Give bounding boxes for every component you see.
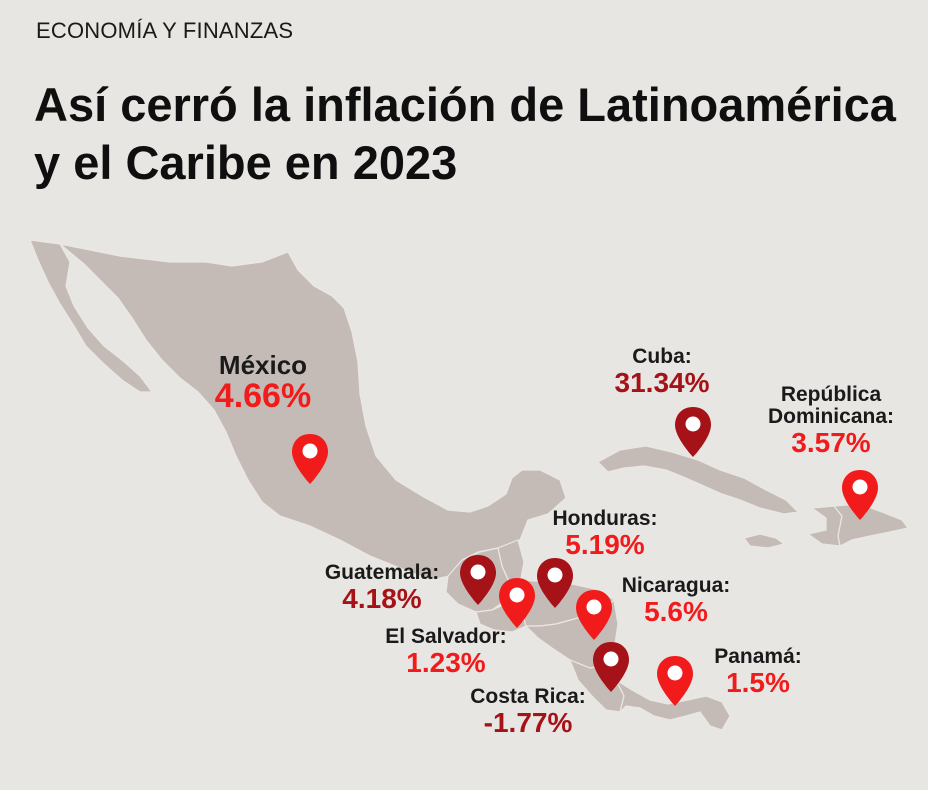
baja-california-shape	[29, 239, 154, 393]
el-salvador-label: El Salvador: 1.23%	[372, 625, 520, 679]
mexico-value: 4.66%	[214, 377, 312, 416]
guatemala-value: 4.18%	[342, 583, 422, 615]
dominicana-label: República Dominicana: 3.57%	[752, 383, 910, 459]
mexico-label: México 4.66%	[192, 350, 334, 416]
nicaragua-name: Nicaragua:	[621, 574, 731, 597]
dominicana-value: 3.57%	[791, 427, 871, 459]
cuba-marker-icon[interactable]	[675, 407, 711, 457]
panama-value: 1.5%	[726, 667, 790, 699]
mexico-shape	[59, 243, 567, 581]
honduras-name: Honduras:	[552, 507, 658, 530]
guatemala-label: Guatemala: 4.18%	[314, 561, 450, 615]
page-title: Así cerró la inflación de Latinoamérica …	[34, 78, 896, 189]
panama-name: Panamá:	[714, 645, 802, 668]
mexico-name: México	[218, 350, 308, 380]
cuba-shape	[597, 445, 800, 515]
honduras-value: 5.19%	[565, 529, 645, 561]
panama-label: Panamá: 1.5%	[696, 645, 820, 699]
costa-rica-name: Costa Rica:	[470, 685, 586, 708]
panama-marker-icon[interactable]	[657, 656, 693, 706]
honduras-label: Honduras: 5.19%	[540, 507, 670, 561]
haiti-shape	[806, 505, 843, 547]
cuba-value: 31.34%	[614, 367, 710, 399]
panama-shape	[614, 678, 731, 731]
guatemala-name: Guatemala:	[324, 561, 440, 584]
dominican-republic-shape	[832, 503, 910, 547]
nicaragua-label: Nicaragua: 5.6%	[606, 574, 746, 628]
el-salvador-name: El Salvador:	[385, 625, 507, 648]
cuba-name: Cuba:	[632, 345, 692, 368]
dominicana-name-line1: República	[780, 383, 882, 406]
costa-rica-label: Costa Rica: -1.77%	[458, 685, 598, 739]
costa-rica-value: -1.77%	[483, 707, 573, 739]
nicaragua-value: 5.6%	[644, 596, 708, 628]
section-kicker: ECONOMÍA Y FINANZAS	[36, 18, 294, 43]
jamaica-shape	[742, 533, 786, 549]
cuba-label: Cuba: 31.34%	[600, 345, 724, 399]
el-salvador-value: 1.23%	[406, 647, 486, 679]
dominicana-name-line2: Dominicana:	[767, 405, 895, 429]
